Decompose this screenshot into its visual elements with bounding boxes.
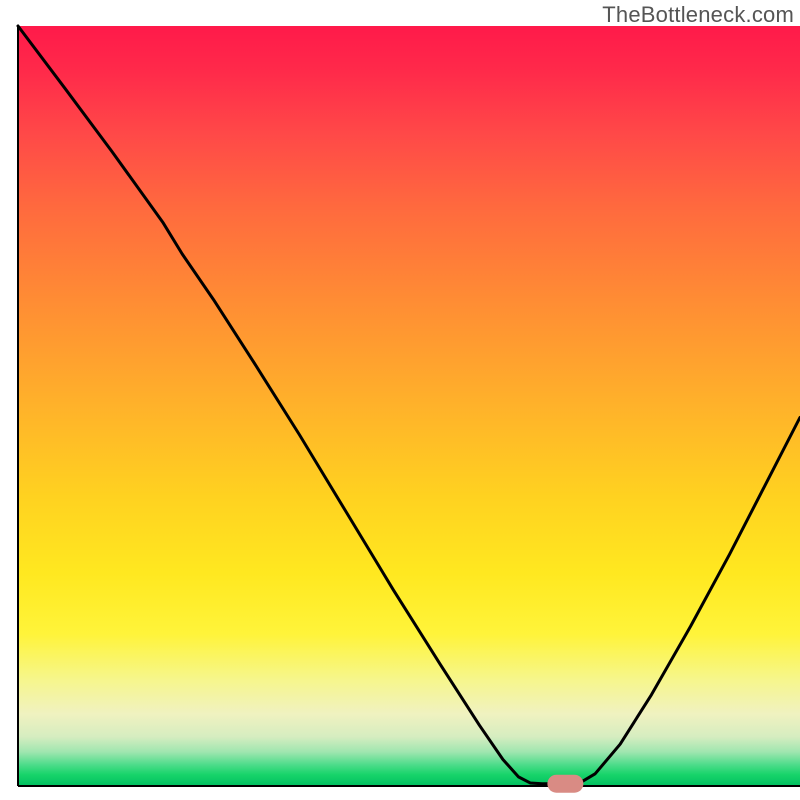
optimum-marker — [547, 775, 583, 793]
chart-svg — [0, 0, 800, 800]
bottleneck-chart: TheBottleneck.com — [0, 0, 800, 800]
chart-background — [18, 26, 800, 786]
